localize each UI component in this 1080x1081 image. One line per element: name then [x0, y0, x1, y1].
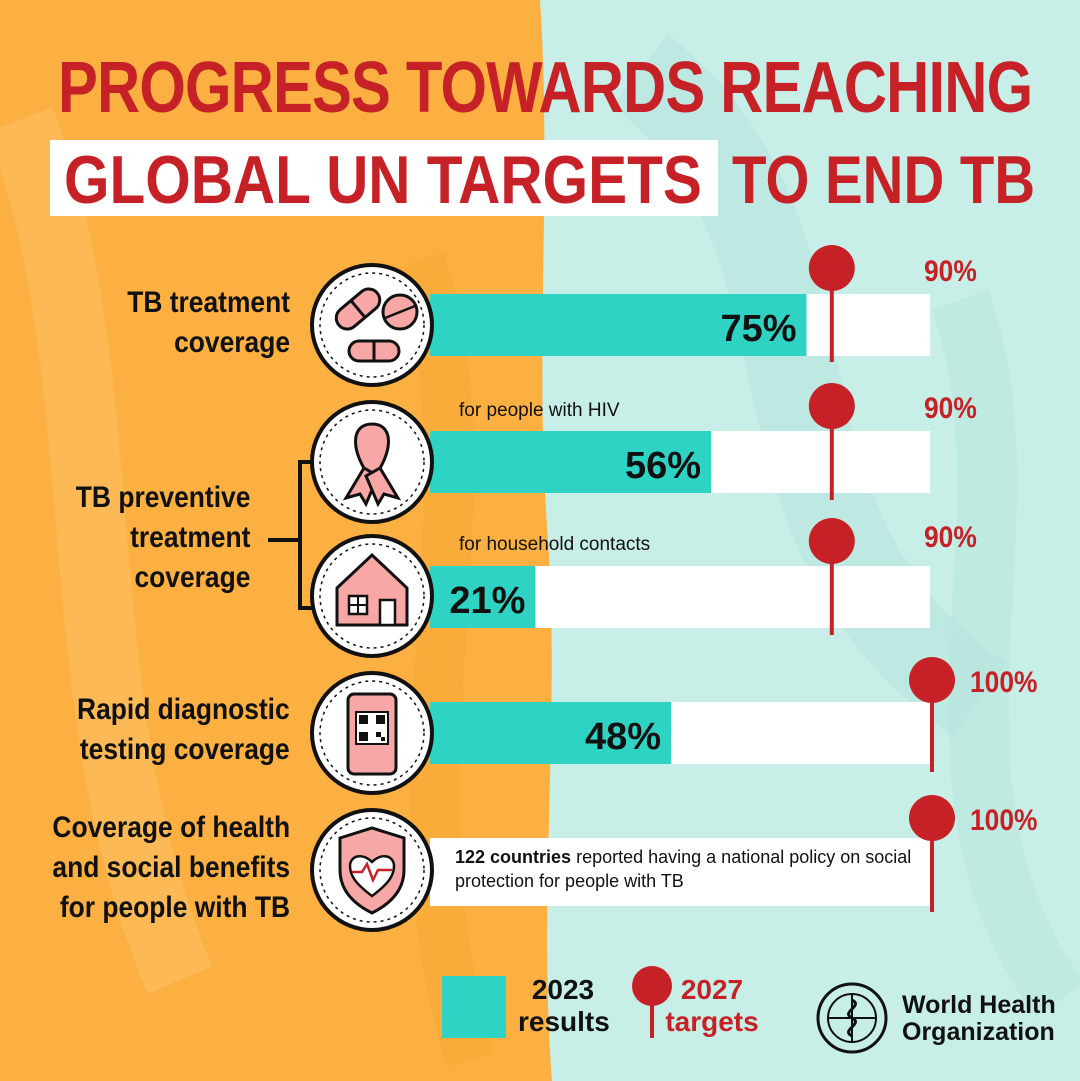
- policy-text: reported having a national policy on soc…: [455, 847, 912, 891]
- legend-target-pin: [632, 966, 672, 1038]
- policy-count: 122 countries: [455, 847, 572, 867]
- label-treatment: TB treatment coverage: [127, 286, 290, 359]
- result-bar-hiv: [430, 431, 712, 493]
- result-label-diagnostic: 48%: [585, 716, 661, 758]
- result-bar-diagnostic: [430, 702, 671, 764]
- title-highlight: GLOBAL UN TARGETS: [64, 142, 702, 218]
- title-line-2-rest: TO END TB: [732, 142, 1036, 218]
- target-label-treatment: 90%: [924, 255, 977, 288]
- track-bar-benefits: [430, 838, 930, 906]
- who-emblem-icon: [816, 982, 888, 1054]
- who-wordmark: World Health Organization: [902, 991, 1056, 1046]
- target-label-household: 90%: [924, 521, 977, 554]
- target-label-benefits: 100%: [970, 804, 1038, 837]
- label-preventive: TB preventive treatment coverage: [75, 481, 250, 594]
- target-label-diagnostic: 100%: [970, 666, 1038, 699]
- result-bar-treatment: [430, 294, 807, 356]
- title-highlight-box: [50, 140, 718, 216]
- legend-results-label: 2023 results: [518, 974, 610, 1037]
- result-label-household: 21%: [449, 580, 525, 622]
- sublabel-hiv: for people with HIV: [459, 400, 620, 421]
- label-diagnostic: Rapid diagnostic testing coverage: [77, 693, 290, 766]
- target-pin-hiv: [808, 383, 855, 500]
- target-pin-household: [808, 518, 855, 635]
- result-label-treatment: 75%: [720, 308, 796, 350]
- title-line-1: PROGRESS TOWARDS REACHING: [58, 48, 1033, 128]
- target-label-hiv: 90%: [924, 392, 977, 425]
- label-benefits: Coverage of health and social benefits for…: [52, 811, 290, 924]
- sublabel-household: for household contacts: [459, 534, 651, 555]
- target-pin-benefits: [909, 795, 955, 912]
- result-bar-household: [430, 566, 536, 628]
- house-icon: [310, 534, 434, 658]
- target-pin-treatment: [808, 245, 855, 362]
- heart-shield-icon: [310, 808, 434, 932]
- legend-results-swatch: [442, 976, 506, 1038]
- preventive-bracket: [268, 460, 316, 610]
- target-pin-diagnostic: [909, 657, 955, 772]
- ribbon-icon: [310, 400, 434, 524]
- policy-note: 122 countries reported having a national…: [455, 845, 915, 893]
- legend-targets-label: 2027 targets: [665, 974, 759, 1037]
- result-label-hiv: 56%: [625, 445, 701, 487]
- pills-icon: [310, 263, 434, 387]
- qr-code-phone-icon: [310, 671, 434, 795]
